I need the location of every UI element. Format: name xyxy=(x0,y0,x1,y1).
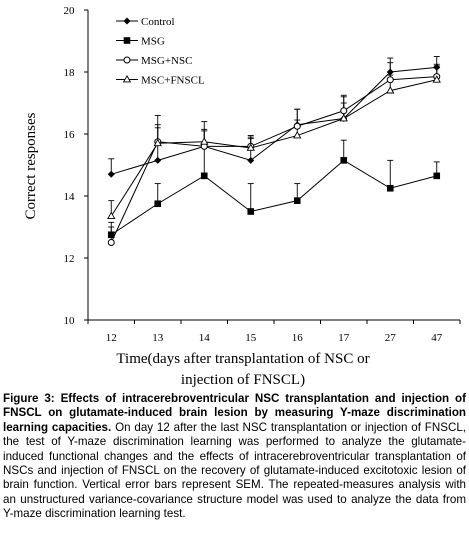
line-chart: 10 12 14 16 18 20 12 13 14 15 16 17 27 47 Control MSG M… xyxy=(23,5,461,388)
x-axis-label-line-1: Time(days after transplantation of NSC o… xyxy=(116,351,369,367)
legend-marker-control xyxy=(123,17,131,25)
data-point-control xyxy=(107,170,115,178)
series-line-msg xyxy=(110,159,437,236)
x-tick-label: 27 xyxy=(385,332,397,344)
chart-legend: Control MSG MSG+NSC MSC+FNSCL xyxy=(116,16,205,87)
data-point-msg-nsc xyxy=(107,239,115,246)
data-point-control xyxy=(433,63,441,71)
x-tick-label: 14 xyxy=(199,332,211,344)
y-tick-label: 16 xyxy=(64,129,76,141)
data-point-msg-nsc xyxy=(340,107,348,115)
data-point-msg xyxy=(107,231,115,239)
y-tick-label: 10 xyxy=(64,315,76,327)
y-tick-label: 18 xyxy=(64,67,76,79)
x-tick-label: 17 xyxy=(338,332,350,344)
legend-marker-msg-nsc xyxy=(123,56,131,64)
series-line-control xyxy=(111,66,437,175)
data-point-msc-fnscl xyxy=(153,138,162,147)
x-tick-label: 16 xyxy=(292,332,304,344)
x-tick-label: 47 xyxy=(431,332,443,344)
data-point-msg-nsc xyxy=(293,122,301,130)
data-point-msc-fnscl xyxy=(339,113,348,122)
x-axis-label-line-2: injection of FNSCL) xyxy=(181,372,305,388)
legend-label-msg: MSG xyxy=(141,36,165,48)
legend-label-msc-fnscl: MSC+FNSCL xyxy=(141,75,205,87)
data-point-msc-fnscl xyxy=(107,211,116,219)
y-tick-label: 12 xyxy=(64,253,75,265)
series-line-msg-nsc xyxy=(110,76,437,243)
legend-label-msg-nsc: MSG+NSC xyxy=(141,55,192,67)
caption-title: Effects of intracerebroventricular NSC t… xyxy=(3,392,466,434)
data-point-msg-nsc xyxy=(386,76,394,84)
data-point-control xyxy=(154,156,162,164)
series-lines xyxy=(110,66,437,243)
caption-label: Figure 3: xyxy=(3,392,55,405)
data-point-msg xyxy=(293,197,301,204)
data-point-control xyxy=(247,156,255,164)
y-tick-label: 14 xyxy=(64,191,76,203)
data-point-msc-fnscl xyxy=(432,75,441,83)
legend-marker-msg xyxy=(123,37,131,44)
data-point-msc-fnscl xyxy=(386,86,395,94)
data-point-msg xyxy=(200,172,208,180)
data-point-msg xyxy=(386,184,394,192)
series-markers xyxy=(107,63,441,246)
x-tick-label: 13 xyxy=(152,332,164,344)
data-point-msc-fnscl xyxy=(293,131,302,139)
legend-label-control: Control xyxy=(141,16,175,28)
x-tick-label: 15 xyxy=(245,332,257,344)
data-point-msg xyxy=(247,208,255,215)
data-point-msc-fnscl xyxy=(246,143,255,151)
data-point-msg xyxy=(433,172,441,180)
figure-caption: Figure 3: Effects of intracerebroventric… xyxy=(3,392,466,522)
data-point-msg xyxy=(154,200,162,208)
x-tick-label: 12 xyxy=(106,332,117,344)
y-axis-label: Correct responses xyxy=(23,112,39,219)
series-line-msc-fnscl xyxy=(110,79,437,217)
chart-axes: 10 12 14 16 18 20 12 13 14 15 16 17 27 47 xyxy=(64,5,461,344)
data-point-msg xyxy=(340,157,348,164)
y-tick-label: 20 xyxy=(64,5,76,17)
legend-marker-msc-fnscl xyxy=(122,74,132,83)
caption-body: On day 12 after the last NSC transplanta… xyxy=(3,420,466,521)
data-point-control xyxy=(386,68,394,76)
data-point-msc-fnscl xyxy=(200,137,209,145)
